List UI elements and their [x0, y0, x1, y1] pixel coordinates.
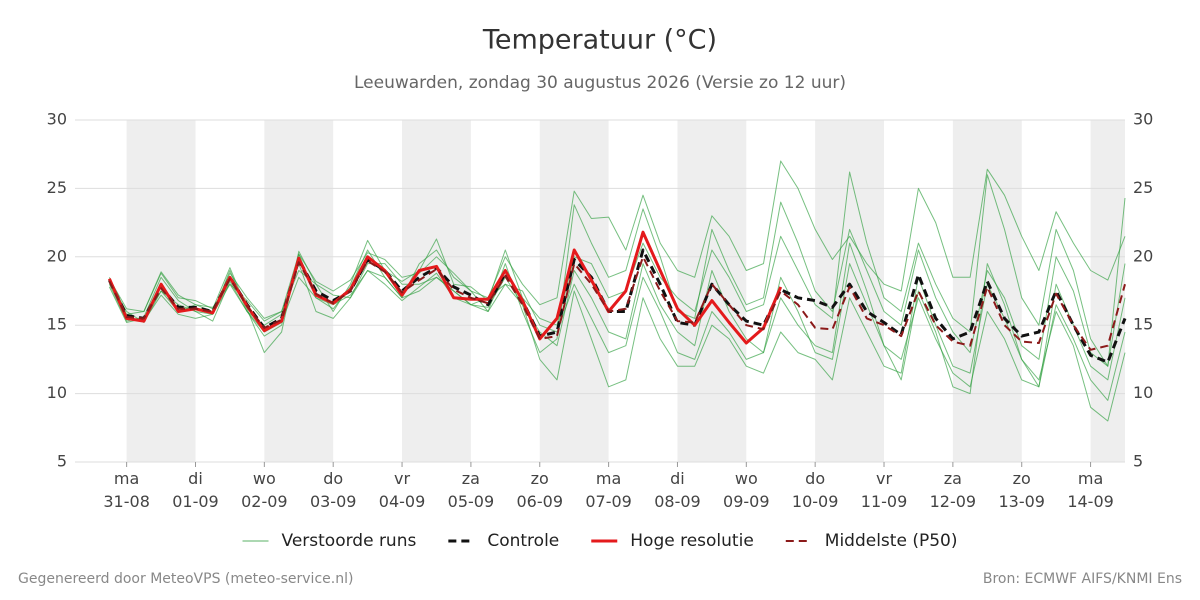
footer-left: Gegenereerd door MeteoVPS (meteo-service…	[18, 571, 354, 587]
x-tick-label: vr 11-09	[860, 469, 908, 511]
y-tick-label: 10	[47, 383, 67, 402]
legend-label: Controle	[487, 531, 559, 551]
legend-label: Hoge resolutie	[630, 531, 754, 551]
y-tick-label: 30	[47, 110, 67, 129]
y-tick-label: 20	[47, 246, 67, 265]
chart-title: Temperatuur (°C)	[482, 25, 717, 56]
y-tick-label: 15	[47, 315, 67, 334]
y2-tick-label: 15	[1133, 315, 1153, 334]
x-tick-label: di 08-09	[654, 469, 701, 511]
x-tick-label: do 10-09	[791, 469, 839, 511]
x-tick-label: do 03-09	[309, 469, 357, 511]
x-tick-label: zo 13-09	[998, 469, 1045, 511]
x-tick-label: di 01-09	[172, 469, 219, 511]
legend-label: Verstoorde runs	[282, 531, 417, 551]
ensemble-line	[108, 171, 1126, 367]
ensemble-line	[108, 160, 1126, 319]
legend-label: Middelste (P50)	[825, 531, 958, 551]
day-band	[402, 120, 471, 462]
y2-tick-label: 25	[1133, 178, 1153, 197]
ensemble-line	[108, 201, 1126, 367]
legend: Verstoorde runs Controle Hoge resolutie Mid…	[242, 531, 958, 551]
y-tick-label: 25	[47, 178, 67, 197]
x-tick-label: vr 04-09	[378, 469, 426, 511]
x-tick-label: zo 06-09	[516, 469, 564, 511]
y-tick-label: 5	[57, 452, 67, 471]
chart-subtitle: Leeuwarden, zondag 30 augustus 2026 (Ver…	[354, 73, 846, 93]
footer-right: Bron: ECMWF AIFS/KNMI Ens	[982, 571, 1182, 587]
x-tick-label: wo 09-09	[723, 469, 770, 511]
x-tick-label: za 12-09	[929, 469, 977, 511]
day-band	[264, 120, 334, 462]
series-line	[108, 248, 1127, 364]
x-tick-label: ma 31-08	[103, 469, 150, 511]
day-band	[815, 120, 885, 462]
x-tick-label: ma 07-09	[585, 469, 632, 511]
series-line	[108, 255, 1126, 351]
day-band	[1090, 120, 1125, 462]
x-tick-label: wo 02-09	[241, 469, 288, 511]
day-band	[677, 120, 747, 462]
x-tick-label: za 05-09	[447, 469, 495, 511]
y2-tick-label: 10	[1133, 383, 1153, 402]
x-tick-label: ma 14-09	[1067, 469, 1114, 511]
y2-tick-label: 20	[1133, 246, 1153, 265]
y2-tick-label: 30	[1133, 110, 1153, 129]
y2-tick-label: 5	[1133, 452, 1143, 471]
ensemble-line	[108, 263, 1126, 422]
